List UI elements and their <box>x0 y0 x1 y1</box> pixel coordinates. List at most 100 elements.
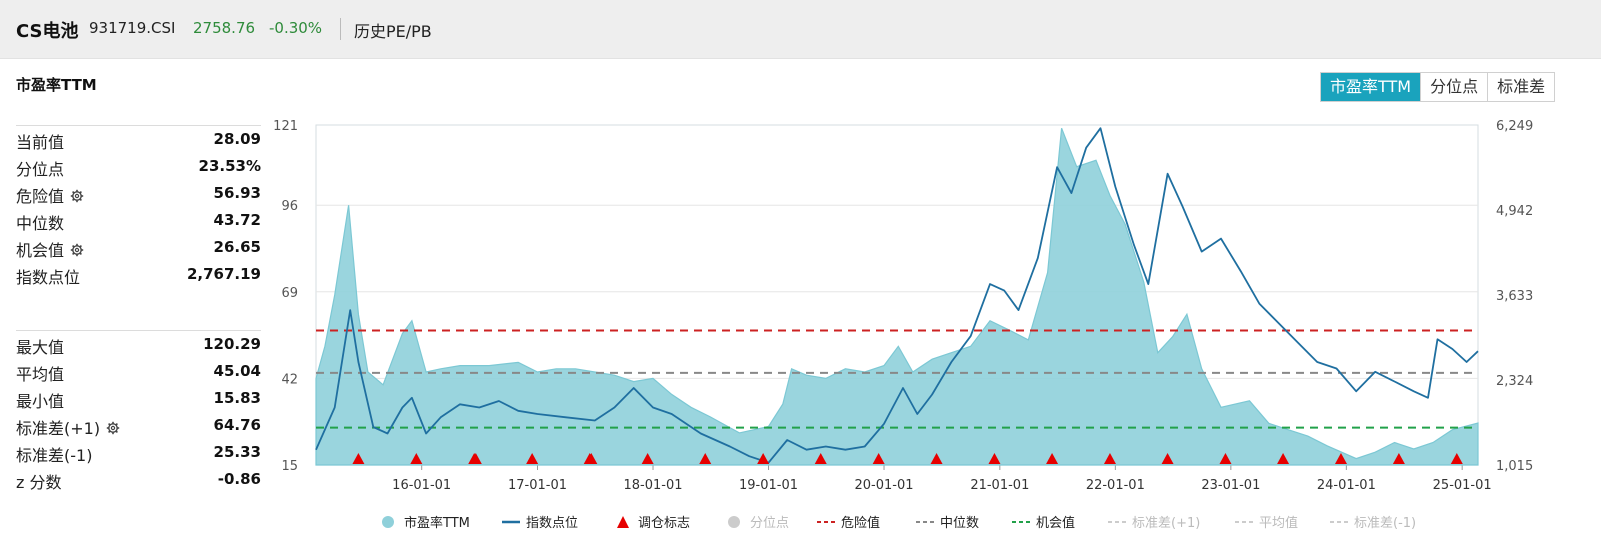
x-tick-label: 24-01-01 <box>1317 478 1376 493</box>
y-right-tick-label: 6,249 <box>1496 119 1533 134</box>
legend-label: 指数点位 <box>526 516 578 531</box>
x-tick-label: 20-01-01 <box>855 478 914 493</box>
stat-label: 机会值 <box>16 237 84 261</box>
stat-label: 指数点位 <box>16 268 81 287</box>
stat-label: 最小值 <box>16 392 65 411</box>
legend-swatch-icon <box>382 516 394 528</box>
index-level-line <box>315 127 1479 464</box>
rebalance-marker <box>352 453 365 464</box>
legend-item[interactable]: 市盈率TTM <box>382 515 470 531</box>
stat-value: 28.09 <box>213 130 261 148</box>
y-left-tick-label: 15 <box>281 459 298 474</box>
legend-label: 中位数 <box>940 516 979 531</box>
stat-label: 标准差(+1) <box>16 415 120 439</box>
y-right-tick-label: 3,633 <box>1496 289 1533 304</box>
y-left-tick-label: 96 <box>281 199 298 214</box>
x-tick-label: 19-01-01 <box>739 478 798 493</box>
rebalance-marker <box>930 453 943 464</box>
stat-value: 23.53% <box>198 157 261 175</box>
stats-history-panel: 最大值 120.29 平均值 45.04 最小值 15.83 标准差(+1) 64.76 标准差… <box>16 330 261 493</box>
tab-std-dev[interactable]: 标准差 <box>1488 73 1555 101</box>
rebalance-marker <box>1392 453 1405 464</box>
panel-title: 市盈率TTM <box>16 76 97 94</box>
stat-row: z 分数 -0.86 <box>16 466 261 493</box>
stat-label: 分位点 <box>16 160 65 179</box>
y-left-tick-label: 42 <box>281 372 298 387</box>
legend-item[interactable]: 机会值 <box>1012 515 1075 531</box>
settings-gear-icon[interactable] <box>106 420 120 435</box>
x-tick-label: 16-01-01 <box>392 478 451 493</box>
index-price: 2758.76 <box>193 19 256 37</box>
page-title: 历史PE/PB <box>354 22 432 41</box>
legend-label: 分位点 <box>750 516 789 531</box>
stat-row: 机会值 26.65 <box>16 234 261 261</box>
tab-pe-ttm[interactable]: 市盈率TTM <box>1321 73 1422 101</box>
rebalance-marker <box>1161 453 1174 464</box>
legend-label: 市盈率TTM <box>404 515 470 531</box>
legend-item[interactable]: 调仓标志 <box>617 516 690 531</box>
x-tick-label: 23-01-01 <box>1201 478 1260 493</box>
rebalance-marker <box>641 453 654 464</box>
chart-legend: 市盈率TTM 指数点位 调仓标志 分位点 危险值 中位数 机会值 标准差(+1) 平均值 标准差(… <box>382 515 1416 531</box>
stat-label: 标准差(-1) <box>16 446 93 465</box>
legend-item[interactable]: 标准差(+1) <box>1108 516 1200 531</box>
legend-label: 机会值 <box>1036 515 1075 531</box>
stats-current-panel: 当前值 28.09 分位点 23.53% 危险值 56.93 中位数 43.72 机会值 26.6… <box>16 125 261 288</box>
legend-label: 平均值 <box>1259 515 1298 531</box>
rebalance-marker <box>585 453 598 464</box>
legend-label: 调仓标志 <box>638 516 690 531</box>
rebalance-marker <box>1219 453 1232 464</box>
stat-row: 当前值 28.09 <box>16 126 261 153</box>
index-code: 931719.CSI <box>89 19 176 37</box>
stat-value: 56.93 <box>213 184 261 202</box>
stat-label: 平均值 <box>16 365 65 384</box>
legend-label: 危险值 <box>841 515 880 531</box>
stat-row: 标准差(+1) 64.76 <box>16 412 261 439</box>
stat-value: 64.76 <box>213 416 261 434</box>
legend-swatch-icon <box>617 516 629 528</box>
rebalance-marker <box>1334 453 1347 464</box>
legend-item[interactable]: 分位点 <box>728 516 789 531</box>
rebalance-marker <box>1103 453 1116 464</box>
y-right-tick-label: 1,015 <box>1496 459 1533 474</box>
stat-label: 最大值 <box>16 338 65 357</box>
legend-item[interactable]: 中位数 <box>916 516 979 531</box>
settings-gear-icon[interactable] <box>70 188 84 203</box>
index-name: CS电池 <box>16 21 79 42</box>
stat-label: 危险值 <box>16 183 84 207</box>
y-right-tick-label: 4,942 <box>1496 204 1533 219</box>
stat-row: 分位点 23.53% <box>16 153 261 180</box>
legend-item[interactable]: 标准差(-1) <box>1330 516 1416 531</box>
rebalance-marker <box>526 453 539 464</box>
stat-label: z 分数 <box>16 473 62 492</box>
settings-gear-icon[interactable] <box>70 242 84 257</box>
legend-item[interactable]: 指数点位 <box>502 516 578 531</box>
y-left-tick-label: 121 <box>273 119 298 134</box>
rebalance-marker <box>1277 453 1290 464</box>
legend-item[interactable]: 平均值 <box>1235 515 1298 531</box>
legend-item[interactable]: 危险值 <box>817 515 880 531</box>
stat-row: 中位数 43.72 <box>16 207 261 234</box>
x-tick-label: 18-01-01 <box>624 478 683 493</box>
stat-row: 最大值 120.29 <box>16 331 261 358</box>
stat-label: 中位数 <box>16 214 65 233</box>
stat-label: 当前值 <box>16 133 65 152</box>
rebalance-marker <box>872 453 885 464</box>
x-tick-label: 25-01-01 <box>1433 478 1492 493</box>
metric-tabs: 市盈率TTM 分位点 标准差 <box>1320 72 1556 102</box>
stat-row: 平均值 45.04 <box>16 358 261 385</box>
stat-value: 15.83 <box>213 389 261 407</box>
legend-swatch-icon <box>728 516 740 528</box>
legend-label: 标准差(-1) <box>1354 516 1416 531</box>
x-tick-label: 21-01-01 <box>970 478 1029 493</box>
x-tick-label: 17-01-01 <box>508 478 567 493</box>
stat-row: 最小值 15.83 <box>16 385 261 412</box>
stat-value: 2,767.19 <box>186 265 261 283</box>
y-left-tick-label: 69 <box>281 286 298 301</box>
stat-value: 25.33 <box>213 443 261 461</box>
x-tick-label: 22-01-01 <box>1086 478 1145 493</box>
tab-percentile[interactable]: 分位点 <box>1421 73 1489 101</box>
rebalance-marker <box>410 453 423 464</box>
pe-ttm-area <box>315 127 1479 466</box>
